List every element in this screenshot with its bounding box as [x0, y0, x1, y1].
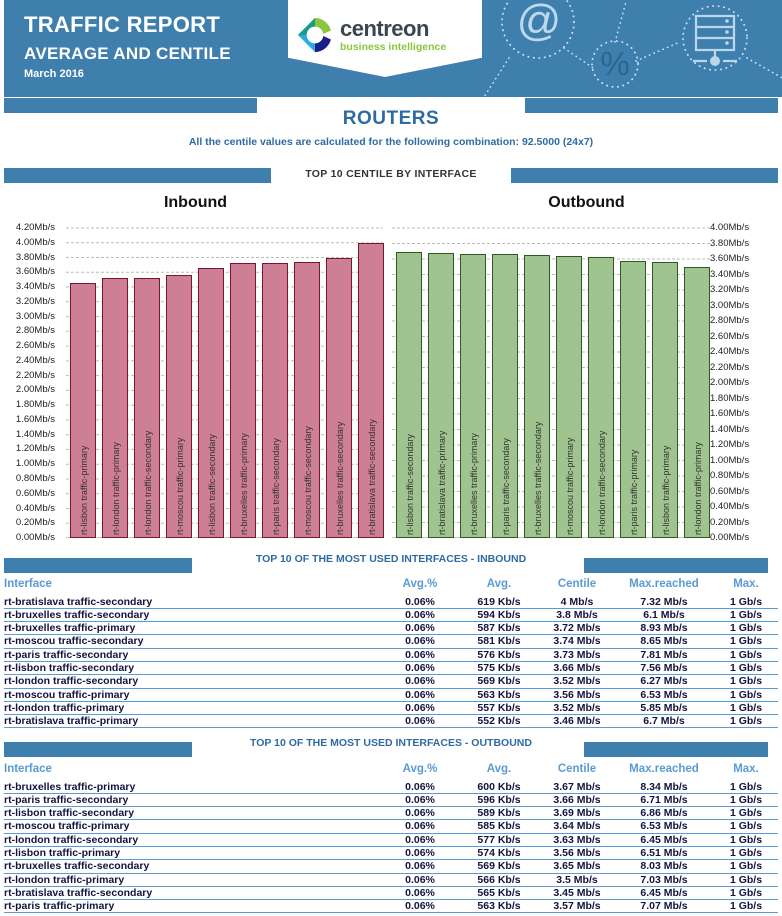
svg-text:@: @	[517, 0, 562, 45]
svg-text:%: %	[600, 45, 629, 82]
